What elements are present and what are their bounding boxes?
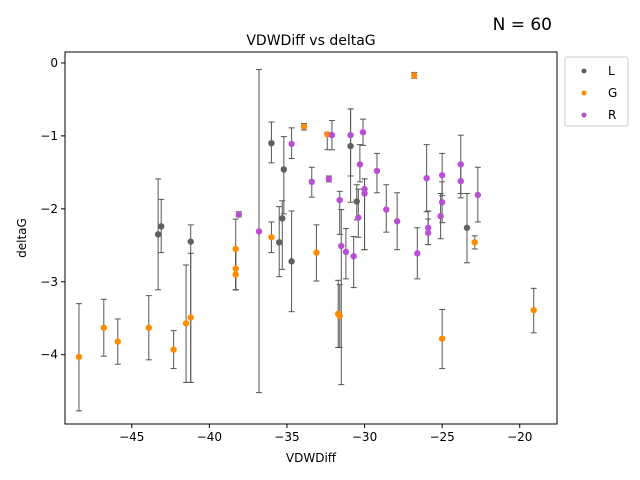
data-point-l — [353, 198, 360, 205]
data-point-r — [328, 131, 336, 139]
data-point-r — [308, 178, 315, 186]
data-point-r — [438, 172, 446, 179]
data-point-l — [268, 139, 275, 147]
data-point-l — [279, 215, 286, 222]
plot-area-frame — [64, 51, 558, 425]
y-axis-label: deltaG — [15, 218, 29, 258]
data-point-g — [232, 265, 239, 272]
data-point-r — [342, 248, 350, 256]
data-point-r — [457, 161, 464, 168]
data-point-g — [438, 335, 446, 342]
data-point-g — [411, 72, 418, 79]
error-bar-layer — [75, 69, 537, 412]
legend-label-r: R — [608, 108, 616, 122]
data-point-l — [187, 238, 194, 245]
data-point-r — [383, 206, 390, 213]
data-point-l — [280, 166, 288, 173]
x-tick-label: −25 — [429, 430, 454, 444]
data-point-r — [255, 228, 263, 235]
data-point-g — [182, 320, 190, 327]
data-point-g — [530, 307, 537, 314]
data-point-l — [463, 224, 471, 231]
tick-layer: −45 −40 −35 −30 −25 −20 0 −1 −2 −3 −4 — [40, 56, 532, 444]
data-point-g — [100, 324, 108, 331]
chart-title: VDWDiff vs deltaG — [246, 33, 375, 49]
data-point-g — [268, 234, 275, 241]
data-point-layer — [75, 72, 537, 361]
data-point-r — [393, 218, 401, 225]
data-point-r — [235, 211, 243, 218]
data-point-r — [438, 199, 446, 206]
data-point-r — [288, 140, 295, 148]
data-point-g — [471, 239, 478, 246]
data-point-r — [355, 214, 362, 221]
legend: LGR — [564, 56, 629, 127]
data-point-r — [373, 167, 381, 175]
y-tick-label: −1 — [40, 129, 58, 143]
data-point-g — [313, 249, 320, 256]
data-point-r — [359, 129, 367, 136]
legend-label-l: L — [608, 64, 615, 78]
legend-marker-l — [581, 68, 587, 74]
data-point-r — [350, 253, 357, 260]
x-tick-label: −40 — [197, 430, 222, 444]
data-point-g — [170, 346, 177, 353]
sample-count-label: N = 60 — [493, 15, 552, 35]
y-tick-label: −3 — [40, 275, 58, 289]
data-point-l — [275, 239, 283, 246]
data-point-r — [474, 191, 482, 199]
data-point-r — [338, 242, 345, 250]
data-point-r — [361, 185, 368, 193]
x-tick-label: −45 — [119, 430, 144, 444]
x-tick-label: −20 — [507, 430, 532, 444]
y-tick-label: 0 — [50, 56, 58, 70]
legend-marker-r — [581, 112, 587, 118]
data-point-r — [361, 190, 368, 197]
data-point-r — [423, 174, 430, 182]
y-tick-label: −2 — [40, 202, 58, 216]
data-point-r — [457, 177, 464, 185]
x-tick-label: −35 — [274, 430, 299, 444]
data-point-r — [356, 161, 364, 168]
x-axis-label: VDWDiff — [286, 451, 337, 465]
data-point-r — [325, 175, 333, 183]
data-point-g — [300, 123, 308, 130]
legend-label-g: G — [608, 86, 617, 100]
data-point-r — [347, 131, 354, 139]
data-point-l — [347, 142, 354, 150]
legend-marker-g — [581, 90, 587, 96]
data-point-g — [114, 338, 121, 345]
data-point-l — [288, 258, 295, 265]
data-point-l — [154, 231, 162, 238]
data-point-g — [187, 314, 194, 321]
data-point-g — [232, 245, 239, 253]
data-point-r — [424, 229, 432, 237]
data-point-r — [414, 250, 421, 257]
data-point-r — [437, 212, 444, 220]
data-point-g — [232, 271, 239, 278]
data-point-g — [336, 312, 343, 320]
y-tick-label: −4 — [40, 348, 58, 362]
data-point-l — [158, 223, 165, 230]
data-point-r — [424, 224, 432, 231]
data-point-r — [336, 196, 343, 204]
x-tick-label: −30 — [352, 430, 377, 444]
data-point-g — [145, 324, 153, 331]
data-point-g — [75, 353, 83, 361]
legend-frame — [564, 56, 629, 127]
